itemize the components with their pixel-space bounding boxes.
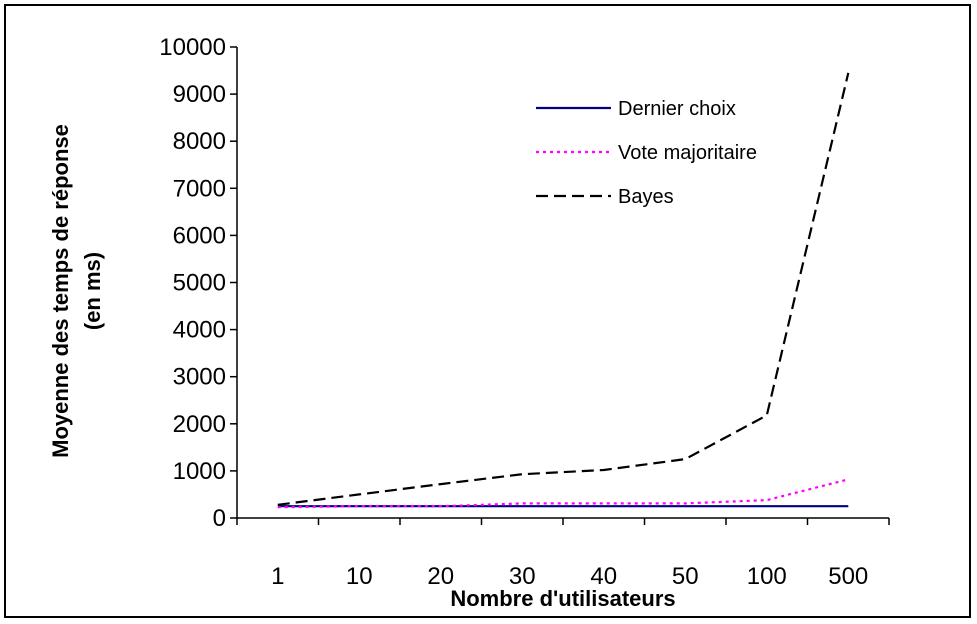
series-line-2 xyxy=(277,478,849,509)
y-tick-label: 9000 xyxy=(173,81,226,108)
legend-label: Dernier choix xyxy=(618,98,736,120)
x-tick-label: 30 xyxy=(509,563,536,590)
x-tick-label: 20 xyxy=(427,563,454,590)
y-tick-label: 6000 xyxy=(173,222,226,249)
series-line-3 xyxy=(277,72,850,506)
y-tick-label: 5000 xyxy=(173,270,226,297)
x-tick-label: 10 xyxy=(346,563,373,590)
x-tick-label: 500 xyxy=(828,563,868,590)
x-axis-title: Nombre d'utilisateurs xyxy=(450,586,675,611)
x-tick-label: 1 xyxy=(271,563,284,590)
legend-label: Vote majoritaire xyxy=(618,142,757,164)
x-tick-label: 50 xyxy=(672,563,699,590)
legend: Dernier choix Vote majoritaire Bayes xyxy=(536,98,757,208)
y-tick-label: 4000 xyxy=(173,317,226,344)
y-axis-title-line1: Moyenne des temps de réponse xyxy=(48,124,73,458)
y-tick-label: 3000 xyxy=(173,364,226,391)
legend-label: Bayes xyxy=(618,186,674,208)
y-axis-ticks: 0 1000 2000 3000 4000 5000 6000 7000 8000 9000 100… xyxy=(159,34,237,532)
x-axis-ticks: 1 10 20 30 40 50 100 500 xyxy=(236,518,890,590)
y-tick-label: 1000 xyxy=(173,458,226,485)
y-axis-title-line2: (en ms) xyxy=(80,252,105,330)
x-tick-label: 40 xyxy=(590,563,617,590)
line-chart: 0 1000 2000 3000 4000 5000 6000 7000 8000 9000 100… xyxy=(48,34,890,611)
y-tick-label: 8000 xyxy=(173,128,226,155)
y-tick-label: 0 xyxy=(213,505,226,532)
y-tick-label: 2000 xyxy=(173,411,226,438)
axes xyxy=(236,47,889,519)
chart-frame: 0 1000 2000 3000 4000 5000 6000 7000 8000 9000 100… xyxy=(4,4,971,618)
series-lines xyxy=(277,72,850,509)
y-tick-label: 7000 xyxy=(173,175,226,202)
y-tick-label: 10000 xyxy=(159,34,226,61)
x-tick-label: 100 xyxy=(747,563,787,590)
